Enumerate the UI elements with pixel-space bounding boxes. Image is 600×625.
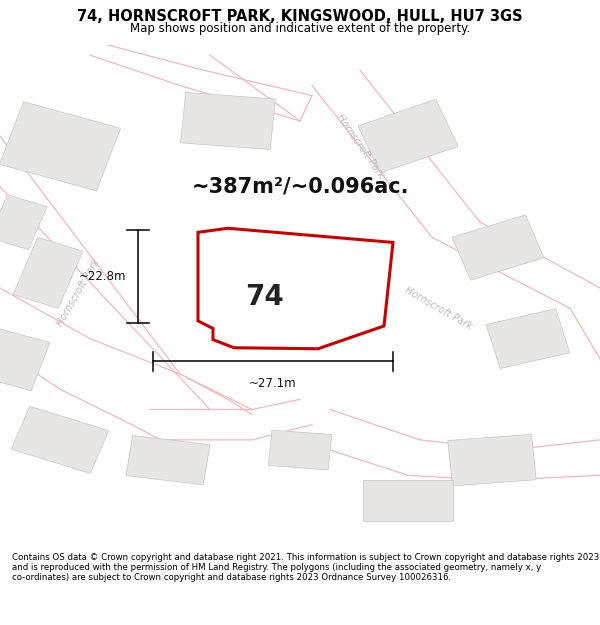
Polygon shape <box>11 406 109 473</box>
Polygon shape <box>363 481 453 521</box>
Text: Hornscroft Park: Hornscroft Park <box>334 112 386 180</box>
Polygon shape <box>448 434 536 486</box>
Polygon shape <box>198 228 393 349</box>
Polygon shape <box>486 309 570 369</box>
Text: Contains OS data © Crown copyright and database right 2021. This information is : Contains OS data © Crown copyright and d… <box>12 552 599 582</box>
Text: 74, HORNSCROFT PARK, KINGSWOOD, HULL, HU7 3GS: 74, HORNSCROFT PARK, KINGSWOOD, HULL, HU… <box>77 9 523 24</box>
Text: 74: 74 <box>245 282 284 311</box>
Polygon shape <box>181 92 275 149</box>
Polygon shape <box>231 248 348 329</box>
Text: Hornscroft Park: Hornscroft Park <box>55 258 101 328</box>
Polygon shape <box>268 430 332 470</box>
Polygon shape <box>452 215 544 280</box>
Polygon shape <box>0 327 50 391</box>
Polygon shape <box>0 102 121 191</box>
Polygon shape <box>0 195 47 249</box>
Text: ~387m²/~0.096ac.: ~387m²/~0.096ac. <box>191 177 409 197</box>
Polygon shape <box>126 436 210 485</box>
Polygon shape <box>358 99 458 173</box>
Text: ~27.1m: ~27.1m <box>249 377 297 389</box>
Text: Map shows position and indicative extent of the property.: Map shows position and indicative extent… <box>130 22 470 35</box>
Text: ~22.8m: ~22.8m <box>79 270 126 283</box>
Polygon shape <box>13 238 83 308</box>
Text: Hornscroft Park: Hornscroft Park <box>403 285 473 331</box>
